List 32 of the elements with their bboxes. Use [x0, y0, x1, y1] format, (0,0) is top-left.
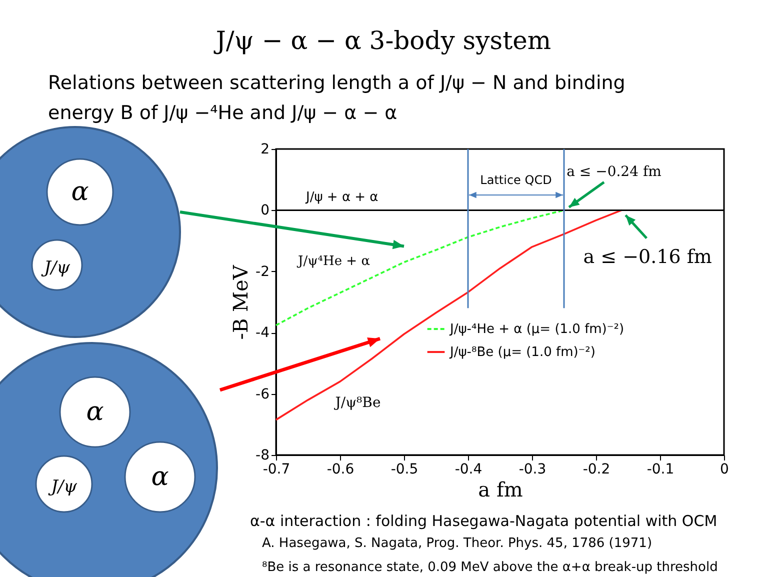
annotation: J/ψ⁴He + α: [296, 254, 370, 269]
chart-title: J/ψ − α − α 3-body system: [212, 26, 552, 55]
y-tick-label: -4: [256, 325, 270, 342]
y-tick-label: -6: [256, 386, 270, 402]
x-tick-label: -0.5: [390, 462, 418, 478]
chart-subtitle: Relations between scattering length a of J/ψ − N and binding energy B of J/ψ −⁴He and J/ψ − α − α: [48, 71, 626, 126]
y-tick-label: 2: [260, 142, 270, 158]
ref-line-label: J/ψ + α + α: [305, 190, 378, 206]
text: A. Hasegawa, S. Nagata, Prog. Theor. Phys. 45, 1786 (1971): [262, 536, 652, 551]
x-axis-title: a fm: [478, 478, 523, 502]
x-tick-label: -0.3: [518, 462, 546, 478]
x-tick-label: -0.7: [262, 462, 290, 478]
x-tick-label: -0.4: [454, 462, 482, 478]
text: α-α interaction : folding Hasegawa-Nagata potential with OCM: [250, 512, 718, 530]
text: ⁸Be is a resonance state, 0.09 MeV above the α+α break-up threshold: [262, 560, 718, 575]
y-tick-label: -8: [256, 448, 270, 464]
line-series: [275, 209, 622, 421]
annotation: a ≤ −0.24 fm: [566, 164, 662, 180]
x-tick-label: -0.6: [326, 462, 354, 478]
circle-diagram: α J/ψ α: [0, 342, 218, 577]
x-tick-label: -0.2: [582, 462, 610, 478]
annotation: J/ψ⁸Be: [333, 395, 381, 411]
annotation: Lattice QCD: [480, 173, 552, 187]
annotation: a ≤ −0.16 fm: [583, 246, 712, 268]
legend-label: J/ψ-⁸Be (μ= (1.0 fm)⁻²): [449, 345, 596, 360]
x-tick-label: 0: [720, 462, 729, 478]
x-tick-label: -0.1: [646, 462, 674, 478]
circle-diagram: α J/ψ: [0, 126, 181, 338]
y-tick-label: -2: [256, 264, 270, 280]
y-axis-title: -B MeV: [228, 264, 253, 340]
y-tick-label: 0: [260, 202, 270, 219]
legend-label: J/ψ-⁴He + α (μ= (1.0 fm)⁻²): [449, 322, 624, 337]
